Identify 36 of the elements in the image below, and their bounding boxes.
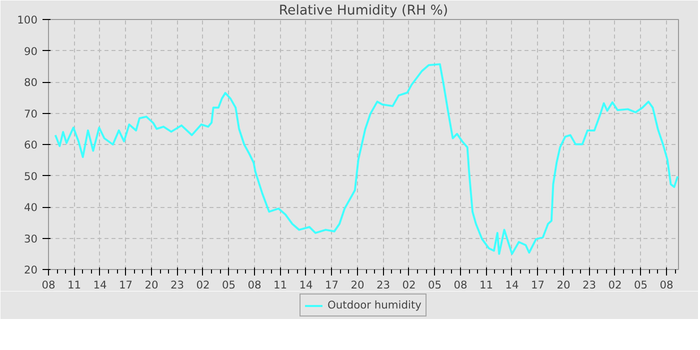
x-tick-label: 14 bbox=[505, 278, 519, 292]
x-tick-label: 17 bbox=[118, 278, 133, 292]
legend-label: Outdoor humidity bbox=[328, 298, 422, 312]
y-tick-label: 70 bbox=[24, 107, 38, 120]
y-tick-label: 90 bbox=[24, 44, 38, 58]
x-tick-label: 11 bbox=[273, 278, 288, 292]
x-tick-label: 11 bbox=[67, 278, 82, 292]
x-tick-label: 05 bbox=[634, 278, 648, 292]
x-tick-label: 17 bbox=[530, 278, 545, 292]
x-tick-label: 23 bbox=[582, 278, 596, 292]
x-tick-label: 20 bbox=[350, 278, 364, 292]
y-tick-label: 20 bbox=[24, 264, 38, 276]
x-tick-label: 08 bbox=[42, 278, 56, 292]
x-tick-label: 05 bbox=[428, 278, 442, 292]
x-tick-label: 20 bbox=[144, 278, 158, 292]
x-tick-label: 20 bbox=[556, 278, 570, 292]
x-tick-label: 17 bbox=[324, 278, 339, 292]
x-tick-label: 23 bbox=[376, 278, 390, 292]
y-tick-label: 50 bbox=[24, 170, 38, 183]
y-tick-label: 100 bbox=[17, 14, 38, 26]
x-tick-label: 23 bbox=[170, 278, 184, 292]
x-tick-label: 08 bbox=[248, 278, 262, 292]
y-tick-label: 80 bbox=[24, 76, 38, 89]
x-tick-label: 02 bbox=[608, 278, 622, 292]
x-tick-label: 02 bbox=[196, 278, 210, 292]
x-tick-label: 11 bbox=[479, 278, 494, 292]
chart-title: Relative Humidity (RH %) bbox=[278, 4, 448, 18]
x-tick-label: 02 bbox=[402, 278, 416, 292]
y-tick-label: 40 bbox=[24, 201, 38, 214]
x-tick-label: 14 bbox=[299, 278, 313, 292]
y-tick-label: 30 bbox=[24, 232, 38, 246]
y-tick-label: 60 bbox=[24, 138, 38, 152]
x-tick-label: 08 bbox=[660, 278, 674, 292]
x-tick-label: 05 bbox=[222, 278, 236, 292]
x-tick-label: 14 bbox=[93, 278, 107, 292]
x-tick-label: 08 bbox=[454, 278, 468, 292]
